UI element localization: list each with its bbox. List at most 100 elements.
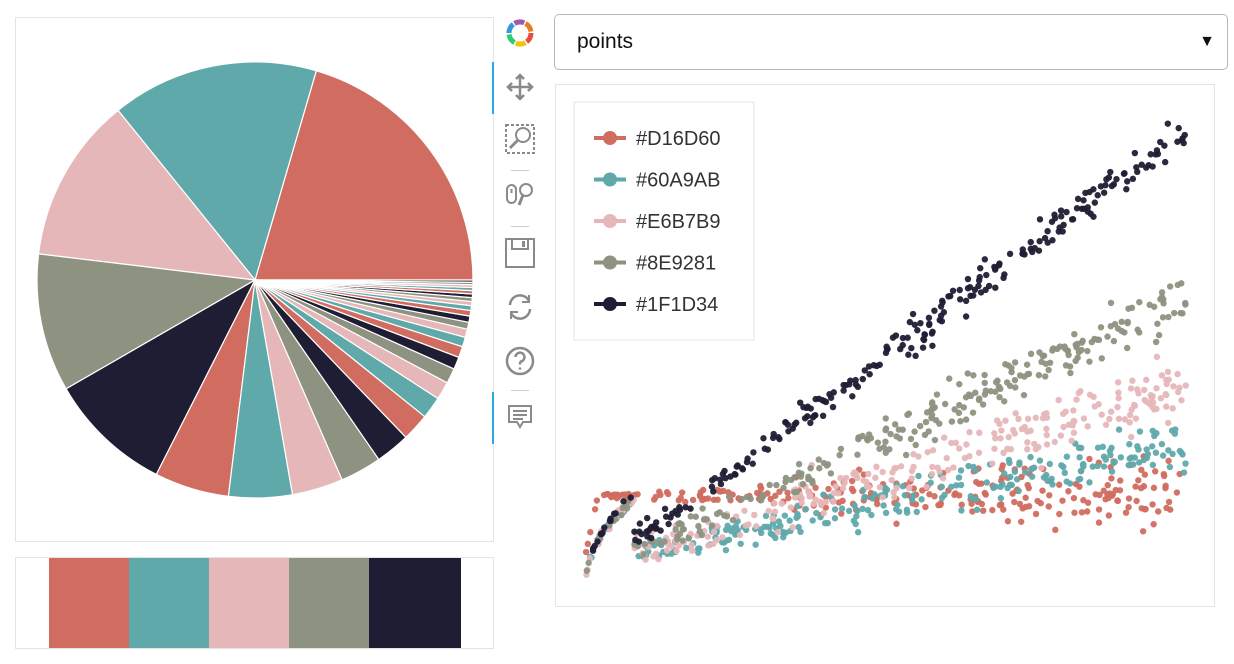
scatter-point: [1162, 391, 1169, 398]
scatter-point: [793, 514, 800, 521]
pan-tool-icon[interactable]: [503, 70, 537, 104]
scatter-point: [584, 540, 592, 548]
scatter-point: [710, 528, 718, 535]
help-tool-icon[interactable]: [503, 344, 537, 378]
scatter-point: [956, 445, 963, 452]
scatter-point: [1160, 470, 1167, 478]
pie-slice[interactable]: [36, 253, 257, 390]
scatter-point: [669, 510, 676, 517]
reset-tool-icon[interactable]: [503, 290, 537, 324]
pie-slice[interactable]: [37, 109, 257, 281]
pie-slice[interactable]: [254, 70, 474, 281]
scatter-point: [782, 419, 789, 426]
scatter-point: [1141, 506, 1149, 513]
scatter-point: [832, 483, 839, 490]
save-tool-icon[interactable]: [503, 236, 537, 270]
scatter-point: [1076, 475, 1084, 483]
scatter-point: [1032, 414, 1039, 421]
scatter-point: [1098, 355, 1105, 362]
scatter-point: [1159, 452, 1167, 459]
scatter-point: [1008, 364, 1015, 372]
wheel-zoom-tool-icon[interactable]: [503, 178, 537, 212]
scatter-point: [772, 492, 779, 500]
scatter-point: [1166, 283, 1174, 290]
scatter-point: [1021, 373, 1028, 380]
scatter-point: [778, 500, 785, 507]
scatter-point: [1071, 418, 1078, 425]
scatter-point: [696, 491, 704, 499]
scatter-point: [1015, 487, 1022, 495]
scatter-point: [852, 376, 859, 384]
scatter-point: [1125, 305, 1132, 312]
hover-tool-icon[interactable]: [503, 400, 537, 434]
pie-slice[interactable]: [65, 278, 257, 476]
scatter-point: [906, 318, 914, 326]
scatter-point: [973, 506, 981, 513]
scatter-point: [1102, 421, 1110, 428]
scatter-point: [924, 448, 931, 456]
scatter-point: [685, 535, 692, 542]
scatter-point: [1174, 370, 1181, 378]
palette-swatch[interactable]: [289, 558, 369, 648]
scatter-point: [800, 403, 807, 411]
pie-slice[interactable]: [254, 279, 474, 283]
scatter-point: [958, 501, 965, 508]
scatter-point: [593, 497, 601, 504]
scatter-point: [854, 507, 861, 515]
scatter-point: [1024, 439, 1031, 446]
scatter-point: [948, 418, 956, 425]
box-zoom-tool-icon[interactable]: [503, 122, 537, 156]
scatter-point: [1031, 440, 1038, 448]
scatter-point: [1161, 158, 1169, 166]
scatter-point: [1024, 415, 1032, 423]
scatter-point: [998, 501, 1005, 508]
scatter-point: [1000, 506, 1007, 513]
scatter-point: [888, 476, 895, 484]
scatter-point: [674, 536, 681, 543]
palette-swatch[interactable]: [369, 558, 461, 648]
scatter-point: [893, 484, 900, 492]
scatter-point: [962, 416, 970, 423]
scatter-point: [1115, 426, 1123, 433]
scatter-point: [765, 507, 772, 515]
bokeh-logo-icon[interactable]: [503, 16, 537, 50]
scatter-point: [687, 505, 694, 512]
scatter-point: [1078, 346, 1085, 354]
series-type-select[interactable]: points ▼: [554, 14, 1228, 70]
scatter-point: [962, 297, 970, 305]
scatter-point: [1143, 376, 1150, 383]
scatter-point: [647, 534, 655, 542]
scatter-point: [725, 536, 733, 543]
scatter-point: [1175, 124, 1182, 132]
scatter-point: [1104, 333, 1111, 340]
scatter-point: [1094, 444, 1102, 451]
scatter-point: [972, 389, 979, 396]
scatter-point: [821, 519, 829, 527]
scatter-point: [1077, 444, 1085, 452]
scatter-point: [601, 524, 608, 531]
scatter-point: [650, 553, 657, 560]
scatter-point: [766, 481, 773, 489]
scatter-point: [991, 430, 998, 437]
scatter-point: [1098, 411, 1105, 418]
scatter-point: [914, 327, 921, 334]
palette-swatch[interactable]: [209, 558, 289, 648]
scatter-point: [1007, 473, 1014, 481]
scatter-point: [1073, 205, 1081, 212]
scatter-point: [699, 505, 706, 512]
palette-swatch[interactable]: [49, 558, 129, 648]
scatter-point: [793, 488, 801, 495]
scatter-point: [937, 312, 945, 319]
palette-swatch[interactable]: [129, 558, 209, 648]
pie-slice[interactable]: [117, 61, 318, 282]
scatter-point: [1182, 460, 1189, 467]
scatter-point: [640, 551, 647, 558]
scatter-point: [689, 496, 697, 504]
scatter-point: [1039, 487, 1046, 494]
scatter-point: [912, 501, 920, 508]
scatter-point: [1159, 314, 1167, 321]
scatter-point: [1114, 403, 1121, 411]
scatter-point: [1080, 463, 1087, 470]
scatter-point: [1178, 397, 1185, 404]
scatter-point: [1028, 473, 1036, 480]
